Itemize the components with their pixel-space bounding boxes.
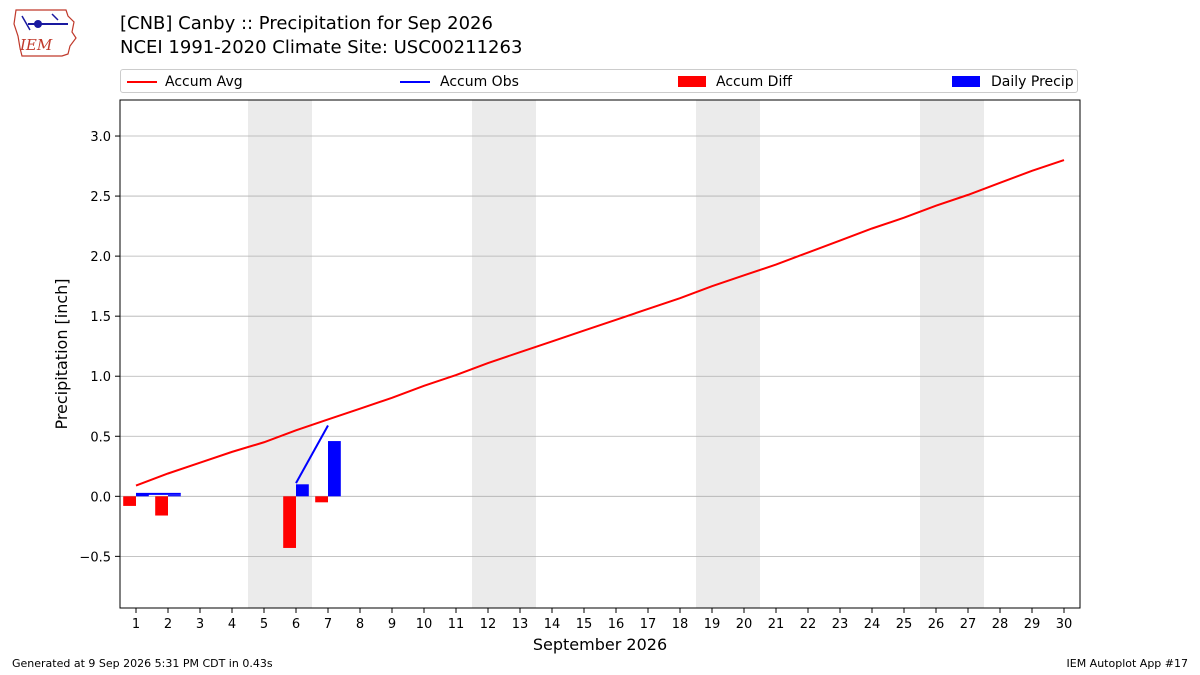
y-tick-label: 2.0 [90, 250, 111, 265]
x-tick-label: 22 [800, 617, 817, 632]
x-tick-label: 15 [576, 617, 593, 632]
weekend-shading [248, 100, 984, 608]
x-tick-label: 4 [228, 617, 236, 632]
x-tick-label: 30 [1056, 617, 1073, 632]
footer-app: IEM Autoplot App #17 [1066, 657, 1189, 670]
legend-swatch-accum-obs [400, 81, 430, 83]
x-tick-label: 13 [512, 617, 529, 632]
legend-label-daily-precip: Daily Precip [991, 74, 1074, 90]
x-tick-label: 14 [544, 617, 561, 632]
legend-label-accum-avg: Accum Avg [165, 74, 243, 90]
x-tick-label: 25 [896, 617, 913, 632]
x-tick-label: 29 [1024, 617, 1041, 632]
x-tick-label: 26 [928, 617, 945, 632]
x-tick-label: 9 [388, 617, 396, 632]
x-tick-label: 5 [260, 617, 268, 632]
x-tick-label: 8 [356, 617, 364, 632]
y-gridlines [120, 135, 1080, 557]
x-tick-label: 23 [832, 617, 849, 632]
x-tick-label: 16 [608, 617, 625, 632]
x-tick-label: 2 [164, 617, 172, 632]
weekend-band [696, 100, 760, 608]
daily-precip-bar [168, 495, 181, 497]
accum-diff-bar [315, 496, 328, 503]
x-tick-label: 12 [480, 617, 497, 632]
y-tick-label: −0.5 [79, 550, 111, 565]
x-tick-label: 20 [736, 617, 753, 632]
iem-logo: IEM [13, 9, 77, 57]
x-axis-label: September 2026 [533, 635, 667, 654]
x-tick-label: 7 [324, 617, 332, 632]
bar-series [123, 441, 341, 548]
x-tick-label: 1 [132, 617, 140, 632]
y-tick-label: 0.5 [90, 430, 111, 445]
accum-diff-bar [155, 496, 168, 516]
chart-subtitle: NCEI 1991-2020 Climate Site: USC00211263 [120, 37, 523, 58]
legend-swatch-accum-avg [127, 81, 157, 83]
x-tick-label: 6 [292, 617, 300, 632]
plot-frame [119, 99, 1081, 609]
accum-avg-line [135, 159, 1065, 487]
weekend-band [920, 100, 984, 608]
x-tick-label: 10 [416, 617, 433, 632]
legend: Accum Avg Accum Obs Accum Diff Daily Pre… [120, 69, 1078, 93]
y-axis-label: Precipitation [inch] [52, 278, 71, 429]
legend-label-accum-diff: Accum Diff [716, 74, 793, 90]
weekend-band [472, 100, 536, 608]
daily-precip-bar [328, 441, 341, 497]
logo-text: IEM [19, 36, 53, 54]
x-tick-label: 3 [196, 617, 204, 632]
accum-diff-bar [123, 496, 136, 506]
axes: −0.50.00.51.01.52.02.53.01 2 3 4 5 6 7 8 9 10 11 12… [79, 130, 1072, 632]
y-tick-label: 2.5 [90, 190, 111, 205]
x-tick-label: 24 [864, 617, 881, 632]
chart-title: [CNB] Canby :: Precipitation for Sep 202… [120, 13, 493, 34]
legend-swatch-accum-diff [678, 76, 706, 87]
daily-precip-bar [136, 493, 149, 497]
footer-generated: Generated at 9 Sep 2026 5:31 PM CDT in 0… [12, 657, 273, 670]
accum-diff-bar [283, 496, 296, 548]
y-tick-label: 1.5 [90, 310, 111, 325]
x-tick-label: 18 [672, 617, 689, 632]
x-tick-label: 28 [992, 617, 1009, 632]
x-tick-label: 27 [960, 617, 977, 632]
x-tick-label: 21 [768, 617, 785, 632]
weekend-band [248, 100, 312, 608]
line-series [135, 159, 1065, 495]
y-tick-label: 0.0 [90, 490, 111, 505]
y-tick-label: 3.0 [90, 130, 111, 145]
daily-precip-bar [296, 484, 309, 497]
y-tick-label: 1.0 [90, 370, 111, 385]
x-tick-label: 11 [448, 617, 465, 632]
legend-label-accum-obs: Accum Obs [440, 74, 519, 90]
x-tick-label: 19 [704, 617, 721, 632]
x-tick-label: 17 [640, 617, 657, 632]
legend-swatch-daily-precip [952, 76, 980, 87]
accum-obs-line [295, 424, 329, 484]
